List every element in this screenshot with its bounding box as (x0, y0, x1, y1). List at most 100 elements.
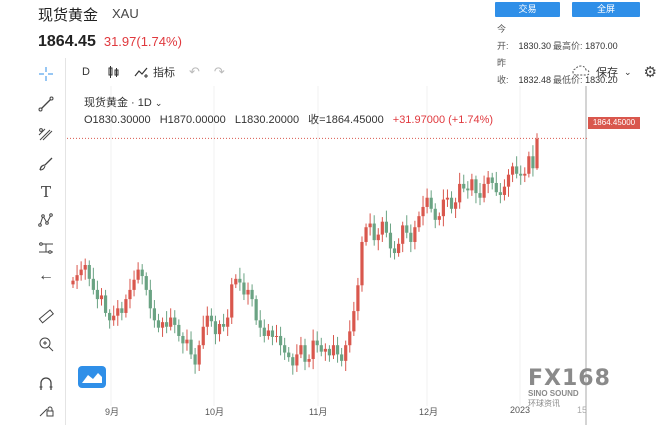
trend-line-icon[interactable] (36, 94, 56, 114)
candle-body (112, 315, 116, 321)
candle-body (425, 197, 429, 207)
drawing-tools-sidebar: T ← (0, 58, 66, 425)
candle-body (519, 173, 523, 176)
candle-body (209, 315, 213, 322)
candle-body (486, 177, 490, 184)
brush-icon[interactable] (36, 154, 56, 174)
candle-body (152, 308, 157, 321)
x-tick-label: 11月 (309, 407, 328, 417)
candle-body (160, 322, 165, 328)
candle-body (193, 354, 197, 365)
candle-body (445, 197, 450, 200)
instrument-name: 现货黄金 (38, 7, 99, 24)
candle-body (490, 177, 494, 183)
candle-body (299, 345, 303, 355)
candle-body (368, 223, 372, 228)
candle-body (116, 308, 120, 316)
x-tick-label: 12月 (419, 407, 439, 417)
x-tick-label: 15 (577, 405, 588, 415)
candlestick-chart[interactable] (67, 86, 657, 425)
crosshair-icon[interactable] (36, 64, 56, 84)
candle-body (413, 227, 417, 242)
magnet-icon[interactable] (36, 374, 56, 394)
candle-body (303, 345, 307, 362)
lock-drawing-icon[interactable] (36, 400, 56, 420)
legend-low: L1830.20000 (234, 114, 300, 126)
candle-body (242, 282, 246, 295)
text-tool-icon[interactable]: T (40, 183, 51, 201)
candle-body (331, 345, 336, 356)
candle-body (128, 289, 132, 300)
redo-icon[interactable]: ↷ (213, 64, 225, 79)
candle-body (498, 192, 502, 195)
save-dropdown-chevron-icon[interactable]: ⌄ (624, 66, 632, 77)
candle-body (474, 179, 478, 194)
candle-body (291, 357, 295, 366)
candle-body (311, 340, 315, 360)
candle-body (470, 179, 474, 191)
candle-body (177, 324, 181, 336)
candle-body (360, 241, 364, 286)
legend-chevron-icon[interactable]: ⌄ (154, 98, 163, 108)
candle-body (136, 269, 140, 280)
pattern-tool-icon[interactable] (36, 210, 56, 230)
back-arrow-icon[interactable]: ← (38, 267, 54, 284)
legend-open: O1830.30000 (84, 114, 151, 126)
candle-type-icon[interactable] (106, 65, 120, 79)
candle-body (156, 320, 161, 328)
indicators-label: 指标 (152, 67, 175, 79)
candle-body (315, 340, 319, 346)
candle-body (148, 289, 152, 309)
fullscreen-button[interactable]: 全屏 (572, 2, 640, 17)
prev-close-value: 1832.48 (518, 75, 552, 85)
measure-tool-icon[interactable] (36, 238, 56, 258)
save-button[interactable]: 保存 (596, 67, 618, 79)
candle-body (124, 299, 128, 313)
candle-body (169, 317, 173, 327)
candle-body (221, 323, 226, 327)
open-label: 今开: (497, 24, 509, 51)
fib-tool-icon[interactable] (36, 124, 56, 144)
last-price-tag: 1864.45000 (588, 117, 640, 129)
undo-icon[interactable]: ↶ (188, 64, 200, 79)
candle-body (103, 295, 108, 313)
candle-body (405, 225, 409, 233)
legend-title-text: 现货黄金 · 1D (84, 97, 152, 109)
candle-body (79, 269, 83, 276)
low-value: 1830.20 (585, 75, 618, 85)
candle-body (181, 335, 185, 344)
candle-body (254, 299, 258, 321)
instrument-title: 现货黄金 XAU (38, 4, 139, 25)
instrument-symbol: XAU (112, 6, 139, 21)
candle-body (392, 248, 397, 254)
fx168-watermark: FX168 SINO SOUND 环球资讯 (528, 366, 638, 416)
cloud-save-icon[interactable] (572, 64, 590, 80)
candle-body (523, 173, 527, 176)
watermark-sub2: 环球资讯 (528, 399, 560, 408)
trade-button[interactable]: 交易 (495, 2, 560, 17)
candle-body (120, 308, 124, 313)
settings-gear-icon[interactable]: ⚙ (643, 64, 657, 81)
chart-logo-icon[interactable] (78, 366, 106, 388)
candle-body (372, 223, 376, 241)
candle-body (274, 335, 279, 337)
price-chart[interactable] (67, 86, 657, 425)
low-label: 最低价: (553, 75, 583, 85)
candle-body (380, 221, 384, 235)
ruler-icon[interactable] (36, 306, 56, 326)
candle-body (278, 335, 283, 346)
candle-body (226, 317, 230, 327)
candle-body (217, 323, 222, 335)
candle-body (417, 216, 421, 228)
candle-body (83, 265, 87, 270)
candle-body (165, 322, 169, 327)
candle-body (270, 330, 275, 337)
prev-close-label: 昨收: (497, 58, 509, 85)
candle-body (246, 289, 250, 295)
high-value: 1870.00 (585, 41, 618, 51)
x-tick-label: 10月 (205, 407, 225, 417)
indicators-button[interactable]: 指标 (134, 64, 175, 80)
zoom-in-icon[interactable] (36, 334, 56, 354)
interval-select[interactable]: D (82, 66, 90, 78)
candle-body (478, 193, 482, 198)
